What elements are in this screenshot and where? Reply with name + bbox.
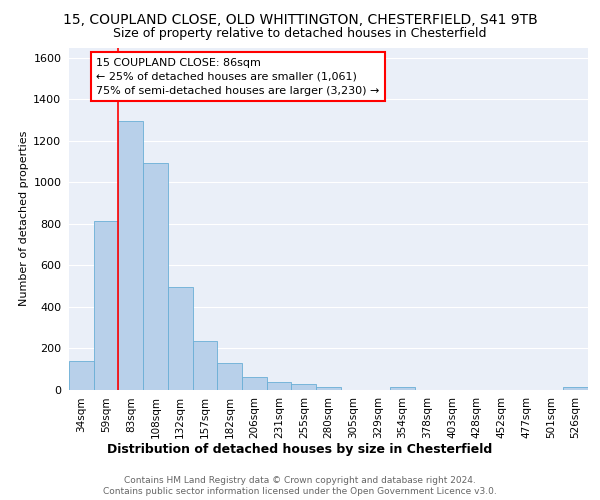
Bar — [292, 384, 316, 390]
Bar — [242, 376, 267, 390]
Text: Contains HM Land Registry data © Crown copyright and database right 2024.: Contains HM Land Registry data © Crown c… — [124, 476, 476, 485]
Bar — [94, 221, 118, 390]
Text: Contains public sector information licensed under the Open Government Licence v3: Contains public sector information licen… — [103, 488, 497, 496]
Bar — [168, 287, 193, 390]
Bar — [69, 361, 94, 390]
Bar — [563, 387, 588, 390]
Bar — [316, 387, 341, 390]
Bar — [143, 162, 168, 390]
Text: 15, COUPLAND CLOSE, OLD WHITTINGTON, CHESTERFIELD, S41 9TB: 15, COUPLAND CLOSE, OLD WHITTINGTON, CHE… — [62, 12, 538, 26]
Y-axis label: Number of detached properties: Number of detached properties — [19, 131, 29, 306]
Text: Distribution of detached houses by size in Chesterfield: Distribution of detached houses by size … — [107, 442, 493, 456]
Bar — [390, 387, 415, 390]
Bar — [217, 363, 242, 390]
Text: 15 COUPLAND CLOSE: 86sqm
← 25% of detached houses are smaller (1,061)
75% of sem: 15 COUPLAND CLOSE: 86sqm ← 25% of detach… — [96, 58, 380, 96]
Bar — [193, 341, 217, 390]
Bar — [267, 382, 292, 390]
Bar — [118, 121, 143, 390]
Text: Size of property relative to detached houses in Chesterfield: Size of property relative to detached ho… — [113, 28, 487, 40]
